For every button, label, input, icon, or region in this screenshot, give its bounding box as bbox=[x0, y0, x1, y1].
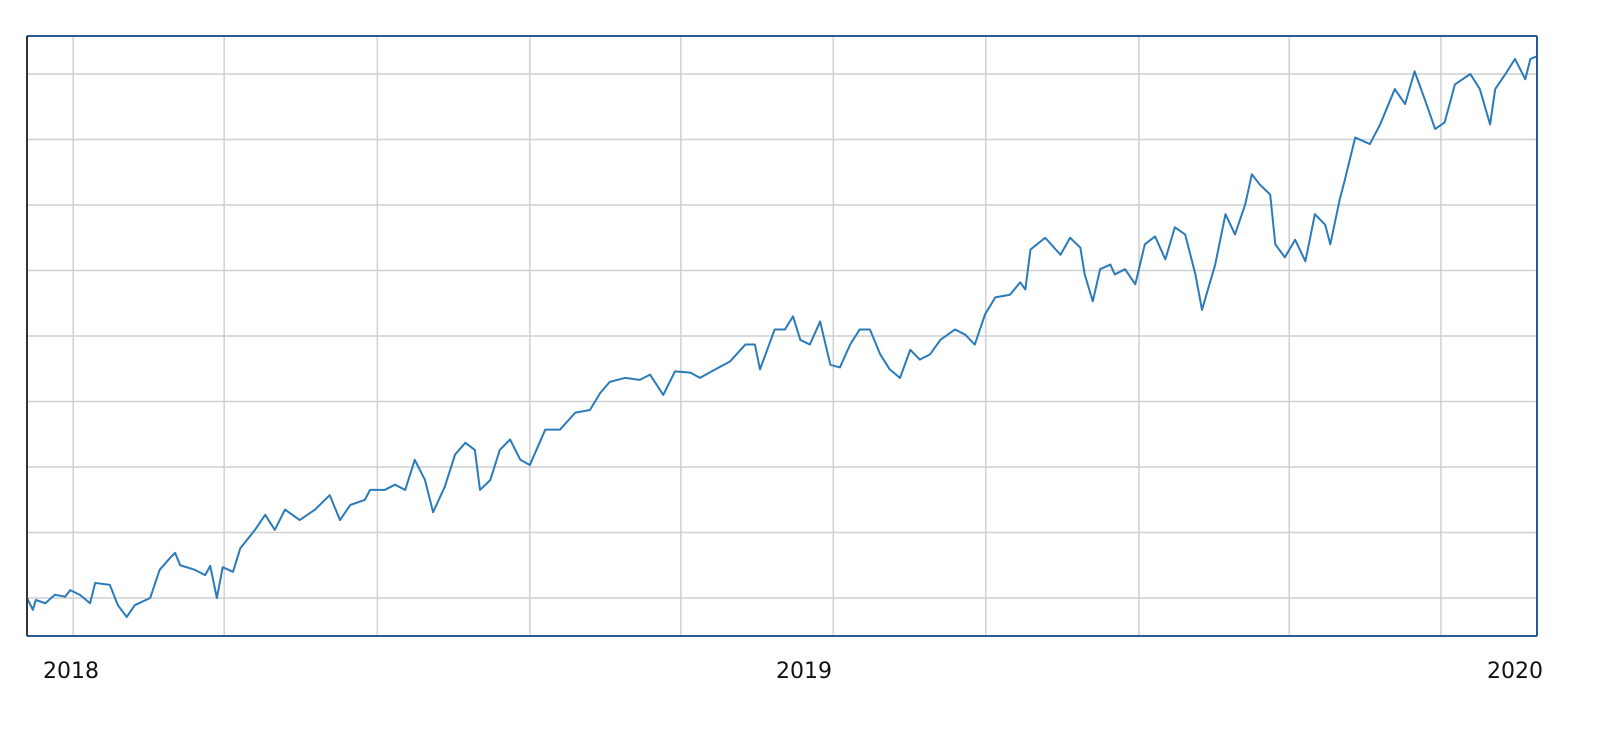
line bbox=[26, 55, 1538, 618]
plot bbox=[26, 55, 1538, 618]
x-tick-label: 2020 bbox=[1487, 659, 1543, 684]
x-tick-label: 2019 bbox=[776, 659, 832, 684]
x-tick-label: 2018 bbox=[43, 659, 99, 684]
x-axis-labels: 2018 2019 2020 bbox=[43, 659, 1543, 684]
grid bbox=[27, 36, 1537, 636]
